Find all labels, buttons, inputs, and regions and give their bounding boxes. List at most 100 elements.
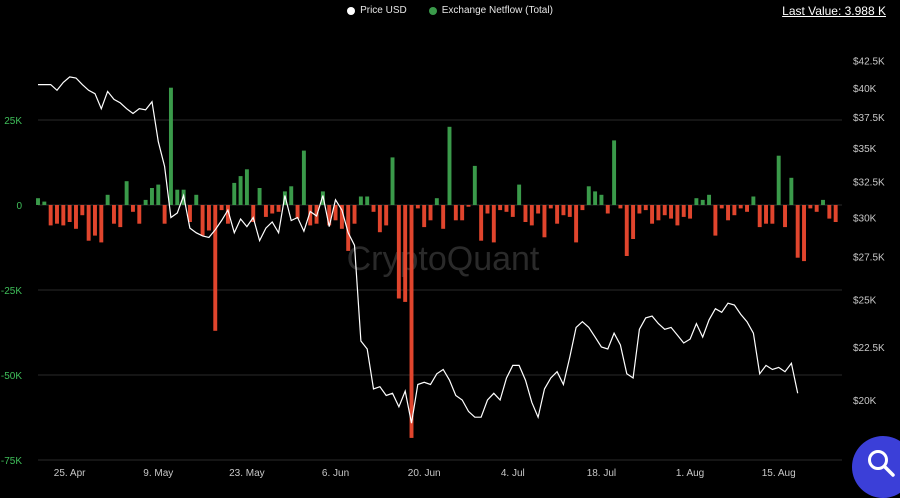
search-button[interactable] (852, 436, 900, 498)
netflow-bar (36, 198, 40, 205)
netflow-bar (270, 205, 275, 214)
netflow-bar (61, 205, 66, 226)
netflow-bar (371, 205, 376, 212)
netflow-bar (352, 205, 357, 224)
right-axis-tick-label: $25K (853, 296, 877, 307)
netflow-bar (263, 205, 268, 217)
netflow-bar (808, 205, 813, 209)
x-axis-tick-label: 9. May (143, 468, 173, 479)
netflow-bar (612, 140, 617, 205)
netflow-dot-icon (428, 6, 437, 15)
netflow-bar (593, 191, 598, 205)
netflow-bar (732, 205, 737, 216)
netflow-bar (542, 205, 547, 238)
netflow-bar (130, 205, 135, 212)
last-value-link[interactable]: Last Value: 3.988 K (782, 4, 886, 18)
netflow-bar (776, 155, 781, 205)
netflow-bar (244, 169, 249, 205)
netflow-bar (523, 205, 528, 222)
netflow-bar (624, 205, 629, 256)
netflow-bar (428, 205, 433, 221)
netflow-bar (688, 205, 693, 219)
x-axis-tick-label: 15. Aug (762, 468, 796, 479)
netflow-bar (232, 182, 237, 205)
netflow-bar (821, 199, 825, 205)
netflow-bar (162, 205, 167, 224)
netflow-bar (498, 205, 503, 211)
netflow-bar (605, 205, 610, 214)
netflow-bar (289, 186, 294, 205)
netflow-bar (74, 205, 78, 229)
netflow-bar (377, 205, 382, 233)
netflow-bar (175, 189, 180, 205)
netflow-bar (650, 205, 655, 224)
netflow-bar (339, 205, 344, 229)
price-dot-icon (347, 6, 356, 15)
netflow-bar (194, 194, 199, 205)
left-axis-tick-label: -25K (1, 286, 22, 297)
netflow-bar (700, 199, 705, 205)
netflow-bar (365, 196, 370, 205)
netflow-bar (187, 205, 192, 222)
netflow-bar (726, 205, 731, 221)
netflow-bar (447, 126, 452, 205)
netflow-bar (770, 205, 775, 224)
netflow-bar (295, 205, 300, 219)
netflow-bar (529, 205, 534, 226)
netflow-bar (42, 201, 47, 205)
netflow-bar (257, 188, 262, 205)
netflow-bar (738, 205, 743, 209)
x-axis-tick-label: 18. Jul (587, 468, 616, 479)
netflow-bar (814, 205, 819, 212)
netflow-bar (567, 205, 572, 217)
right-axis-tick-label: $20K (853, 396, 877, 407)
legend-item-netflow[interactable]: Exchange Netflow (Total) (428, 5, 553, 16)
netflow-bar (631, 205, 636, 239)
netflow-bar (580, 205, 585, 211)
netflow-bar (669, 205, 674, 219)
netflow-bar (745, 205, 750, 212)
legend-label-price: Price USD (360, 5, 407, 16)
netflow-bar (795, 205, 800, 258)
netflow-bar (599, 194, 604, 205)
left-axis-tick-label: 0 (16, 201, 22, 212)
netflow-bar (403, 205, 408, 302)
right-axis-tick-label: $30K (853, 213, 877, 224)
netflow-bar (327, 205, 332, 226)
netflow-bar (415, 205, 420, 209)
netflow-bar (124, 181, 129, 205)
netflow-bar (764, 205, 768, 224)
netflow-bar (333, 205, 338, 221)
netflow-bar (441, 205, 446, 229)
netflow-bar (574, 205, 579, 243)
legend-item-price[interactable]: Price USD (347, 5, 407, 16)
netflow-bar (618, 205, 623, 209)
search-icon (868, 450, 895, 477)
netflow-bar (783, 205, 787, 228)
netflow-bar (118, 205, 123, 228)
netflow-bar (308, 205, 313, 226)
netflow-bar (206, 205, 211, 231)
right-axis-tick-label: $32.5K (853, 177, 885, 188)
netflow-bar (48, 205, 53, 226)
netflow-bar (472, 165, 477, 205)
netflow-bar (219, 205, 224, 211)
legend-label-netflow: Exchange Netflow (Total) (441, 5, 553, 16)
netflow-bar (67, 205, 72, 222)
netflow-bar (751, 196, 756, 205)
netflow-bar (390, 157, 395, 205)
netflow-bar (719, 205, 724, 209)
netflow-bar (251, 205, 256, 222)
chart-grid (38, 119, 842, 461)
netflow-bar (548, 205, 553, 209)
netflow-bar (453, 205, 458, 221)
netflow-bar (434, 198, 439, 205)
netflow-bar (555, 205, 560, 224)
netflow-bar (789, 177, 794, 205)
x-axis-tick-label: 1. Aug (676, 468, 704, 479)
netflow-bar (55, 205, 59, 224)
netflow-bar (561, 205, 566, 216)
netflow-bar (485, 205, 490, 214)
netflow-bar (675, 205, 680, 226)
price-line (38, 76, 799, 424)
